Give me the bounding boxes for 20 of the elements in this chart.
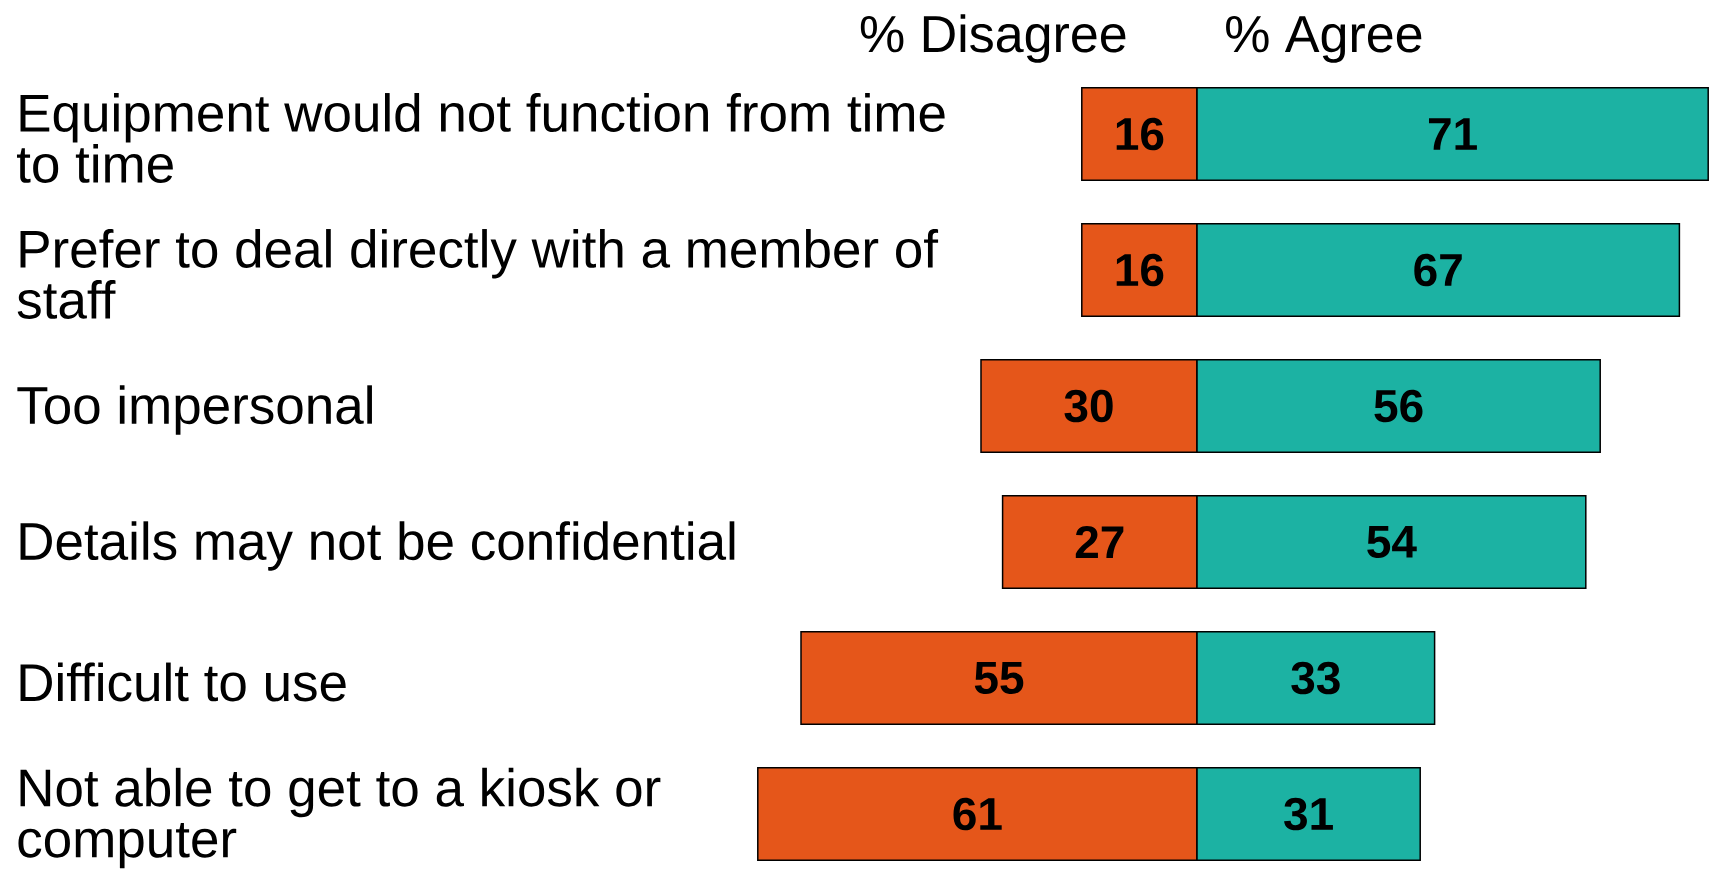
data-label: 16 xyxy=(1116,117,1164,151)
y-tick-label: Equipment would not function from time to time xyxy=(17,93,945,183)
chart-title: % Disagree xyxy=(860,14,1126,63)
y-tick-label: Too impersonal xyxy=(17,385,372,435)
data-label: 27 xyxy=(1075,525,1124,559)
data-label: 54 xyxy=(1367,525,1417,559)
y-tick-label: Prefer to deal directly with a member of staff xyxy=(17,229,939,319)
data-label: 67 xyxy=(1414,253,1462,287)
chart-title: % Agree xyxy=(1226,15,1422,63)
data-label: 16 xyxy=(1116,253,1164,287)
data-label: 56 xyxy=(1374,389,1423,423)
y-tick-label: Details may not be confidential xyxy=(20,521,735,571)
data-label: 55 xyxy=(974,661,1024,695)
y-tick-label: Difficult to use xyxy=(20,662,346,702)
data-label: 30 xyxy=(1064,389,1113,423)
data-label: 31 xyxy=(1284,797,1333,831)
y-tick-label: Not able to get to a kiosk or computer xyxy=(18,767,661,869)
data-label: 33 xyxy=(1291,661,1340,695)
data-label: 71 xyxy=(1429,118,1477,150)
data-label: 61 xyxy=(953,797,1002,831)
